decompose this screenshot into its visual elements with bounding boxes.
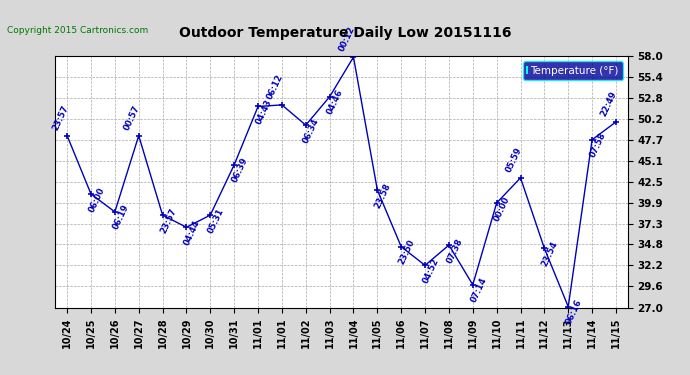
Text: 00:00: 00:00: [493, 195, 512, 222]
Text: 06:34: 06:34: [302, 117, 321, 145]
Text: Outdoor Temperature Daily Low 20151116: Outdoor Temperature Daily Low 20151116: [179, 26, 511, 40]
Text: 23:58: 23:58: [373, 182, 393, 209]
Text: 04:43: 04:43: [254, 98, 273, 126]
Text: 06:12: 06:12: [266, 73, 285, 101]
Text: 23:57: 23:57: [159, 207, 178, 234]
Text: Copyright 2015 Cartronics.com: Copyright 2015 Cartronics.com: [7, 26, 148, 35]
Text: 06:19: 06:19: [111, 203, 130, 231]
Text: 23:54: 23:54: [540, 240, 560, 268]
Text: 04:52: 04:52: [421, 257, 440, 285]
Text: 06:39: 06:39: [230, 156, 250, 184]
Text: 23:57: 23:57: [50, 104, 70, 132]
Text: 23:50: 23:50: [397, 238, 417, 266]
Text: 07:14: 07:14: [469, 276, 489, 304]
Text: 06:00: 06:00: [87, 186, 106, 213]
Text: 04:46: 04:46: [326, 88, 345, 116]
Text: 05:59: 05:59: [504, 146, 524, 174]
Text: 00:57: 00:57: [122, 104, 141, 132]
Text: 04:44: 04:44: [182, 219, 202, 247]
Text: 22:49: 22:49: [600, 90, 619, 118]
Text: 05:31: 05:31: [206, 207, 226, 234]
Text: 00:12: 00:12: [337, 25, 357, 53]
Text: 06:16: 06:16: [564, 298, 584, 326]
Legend: Temperature (°F): Temperature (°F): [523, 62, 622, 80]
Text: 07:58: 07:58: [588, 131, 607, 159]
Text: 07:38: 07:38: [445, 237, 464, 264]
